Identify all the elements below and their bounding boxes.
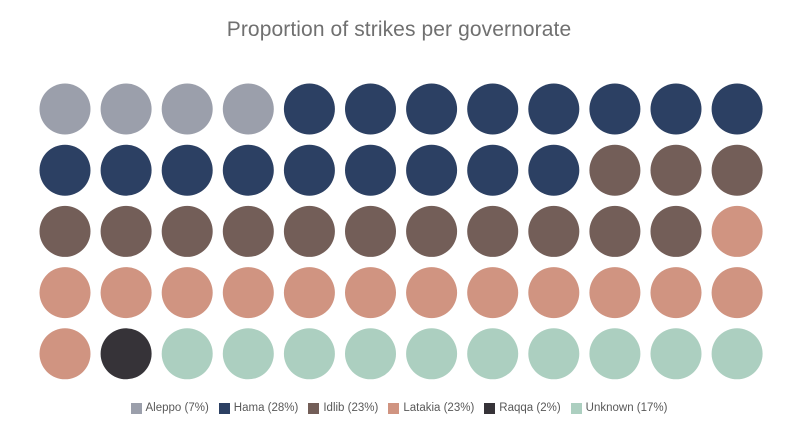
waffle-dot-latakia xyxy=(100,267,152,319)
waffle-dot-idlib xyxy=(161,205,213,257)
waffle-dot-unknown xyxy=(711,328,763,380)
waffle-dot-hama xyxy=(711,83,763,135)
waffle-dot-unknown xyxy=(467,328,519,380)
waffle-dot-hama xyxy=(406,144,458,196)
waffle-dot-latakia xyxy=(222,267,274,319)
waffle-dot-latakia xyxy=(650,267,702,319)
legend-item-latakia[interactable]: Latakia (23%) xyxy=(388,402,474,414)
waffle-dot-latakia xyxy=(406,267,458,319)
legend-label: Latakia (23%) xyxy=(403,402,475,414)
waffle-dot-hama xyxy=(39,144,91,196)
waffle-dot-unknown xyxy=(222,328,274,380)
legend-label: Idlib (23%) xyxy=(323,402,379,414)
waffle-dot-idlib xyxy=(283,205,335,257)
legend-label: Aleppo (7%) xyxy=(145,402,209,414)
waffle-dot-idlib xyxy=(100,205,152,257)
legend-item-hama[interactable]: Hama (28%) xyxy=(218,402,299,414)
waffle-dot-raqqa xyxy=(100,328,152,380)
legend-swatch xyxy=(484,402,496,414)
waffle-dot-hama xyxy=(528,83,580,135)
waffle-dot-hama xyxy=(345,83,396,135)
waffle-dot-hama xyxy=(650,83,702,135)
chart-title: Proportion of strikes per governorate xyxy=(226,18,572,41)
chart-legend: Aleppo (7%) Hama (28%) Idlib (23%) Latakia … xyxy=(0,402,798,414)
waffle-dot-latakia xyxy=(283,267,335,319)
waffle-dot-latakia xyxy=(589,267,641,319)
legend-label: Hama (28%) xyxy=(233,402,299,414)
legend-item-unknown[interactable]: Unknown (17%) xyxy=(570,402,668,414)
waffle-dot-hama xyxy=(100,144,152,196)
waffle-dot-latakia xyxy=(161,267,213,319)
legend-item-aleppo[interactable]: Aleppo (7%) xyxy=(130,402,209,414)
waffle-dot-idlib xyxy=(345,205,396,257)
legend-swatch xyxy=(130,402,142,414)
waffle-dot-idlib xyxy=(467,205,519,257)
legend-swatch xyxy=(388,402,400,414)
waffle-dot-hama xyxy=(406,83,458,135)
waffle-dot-idlib xyxy=(589,144,641,196)
legend-swatch xyxy=(218,402,230,414)
waffle-dot-idlib xyxy=(528,205,580,257)
waffle-dot-unknown xyxy=(528,328,580,380)
waffle-dot-unknown xyxy=(406,328,458,380)
waffle-dot-hama xyxy=(467,83,519,135)
waffle-dot-unknown xyxy=(345,328,396,380)
waffle-dot-hama xyxy=(345,144,396,196)
waffle-dot-latakia xyxy=(711,267,763,319)
waffle-dot-latakia xyxy=(39,328,91,380)
waffle-dot-aleppo xyxy=(39,83,91,135)
waffle-dot-latakia xyxy=(345,267,396,319)
waffle-dot-unknown xyxy=(283,328,335,380)
waffle-dot-latakia xyxy=(467,267,519,319)
waffle-dot-hama xyxy=(161,144,213,196)
waffle-dot-idlib xyxy=(589,205,641,257)
waffle-dot-latakia xyxy=(711,205,763,257)
waffle-dot-idlib xyxy=(711,144,763,196)
waffle-dot-idlib xyxy=(650,205,702,257)
waffle-dot-idlib xyxy=(406,205,458,257)
waffle-dot-hama xyxy=(589,83,641,135)
waffle-dot-hama xyxy=(528,144,580,196)
waffle-dot-hama xyxy=(283,144,335,196)
waffle-dot-idlib xyxy=(650,144,702,196)
waffle-dot-unknown xyxy=(650,328,702,380)
waffle-dot-hama xyxy=(283,83,335,135)
waffle-dot-hama xyxy=(222,144,274,196)
waffle-dot-aleppo xyxy=(100,83,152,135)
legend-label: Unknown (17%) xyxy=(585,402,668,414)
waffle-dot-aleppo xyxy=(161,83,213,135)
legend-item-raqqa[interactable]: Raqqa (2%) xyxy=(484,402,561,414)
waffle-dot-latakia xyxy=(39,267,91,319)
legend-swatch xyxy=(570,402,582,414)
legend-swatch xyxy=(308,402,320,414)
waffle-dot-hama xyxy=(467,144,519,196)
waffle-dot-unknown xyxy=(161,328,213,380)
waffle-dot-idlib xyxy=(39,205,91,257)
legend-label: Raqqa (2%) xyxy=(499,402,561,414)
waffle-dot-latakia xyxy=(528,267,580,319)
waffle-dot-unknown xyxy=(589,328,641,380)
legend-item-idlib[interactable]: Idlib (23%) xyxy=(308,402,378,414)
waffle-dot-aleppo xyxy=(222,83,274,135)
waffle-dot-idlib xyxy=(222,205,274,257)
